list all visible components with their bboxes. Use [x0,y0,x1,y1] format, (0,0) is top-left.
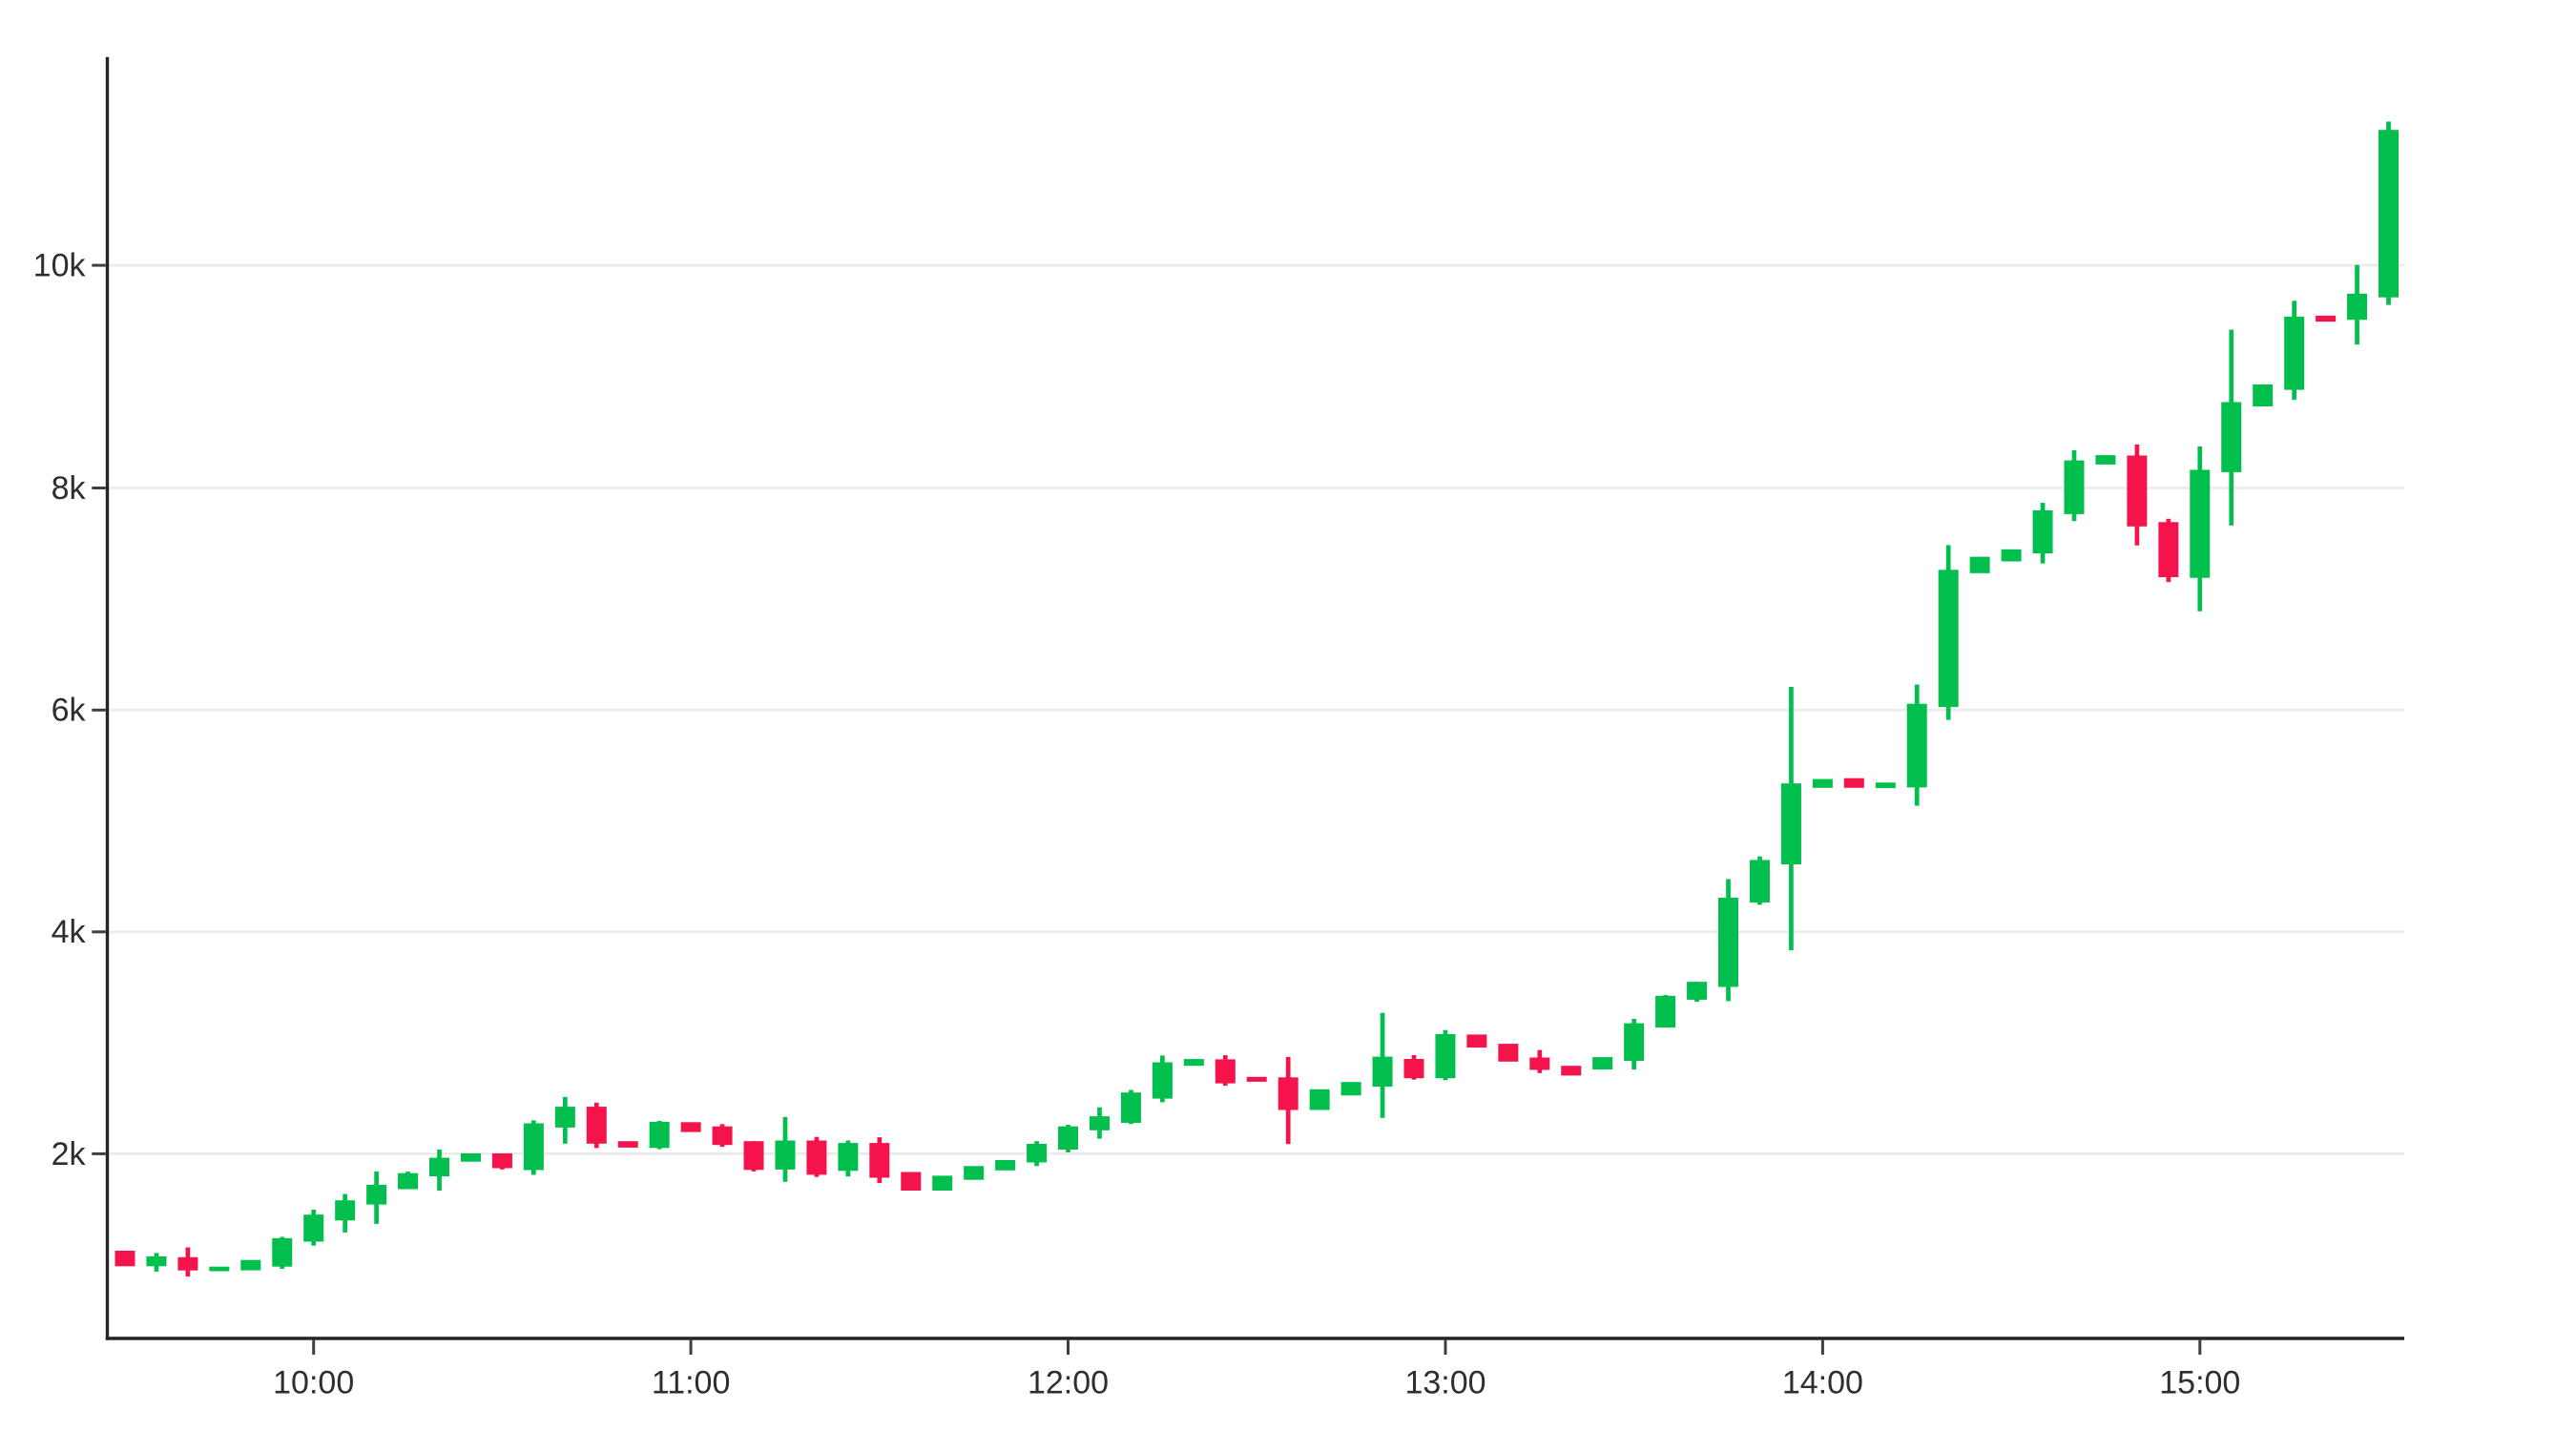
svg-text:15:00: 15:00 [2159,1365,2240,1401]
svg-text:8k: 8k [52,470,87,507]
svg-text:11:00: 11:00 [652,1365,731,1401]
svg-text:2k: 2k [52,1136,87,1172]
svg-text:4k: 4k [52,914,87,950]
svg-text:14:00: 14:00 [1782,1365,1863,1401]
svg-text:6k: 6k [52,693,87,729]
svg-text:10:00: 10:00 [273,1365,354,1401]
svg-text:13:00: 13:00 [1404,1365,1485,1401]
svg-text:12:00: 12:00 [1028,1365,1109,1401]
svg-text:10k: 10k [33,248,87,284]
